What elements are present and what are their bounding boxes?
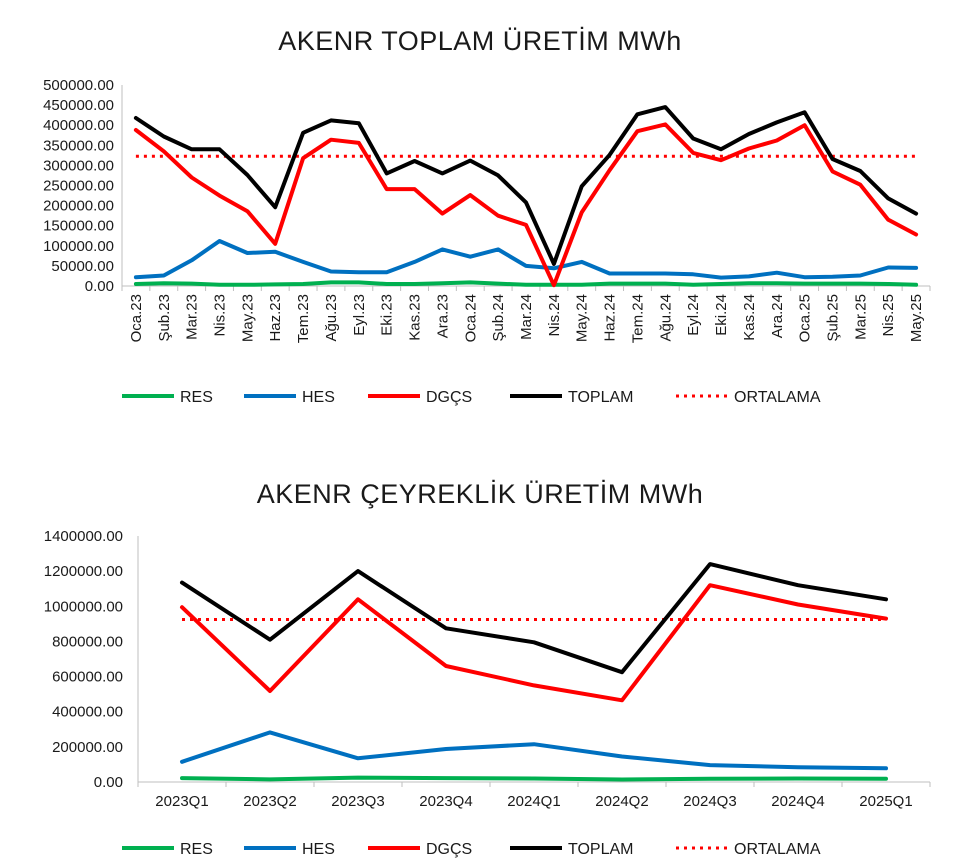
x-tick-label: Haz.23 (267, 294, 284, 342)
series-line-dgcs (180, 583, 888, 703)
x-tick-label: 2024Q1 (507, 793, 560, 810)
x-tick-label: Eyl.24 (685, 294, 702, 336)
x-tick-label: Kas.23 (407, 294, 424, 341)
series-line-res (180, 775, 888, 782)
series-line-hes (133, 239, 919, 280)
legend-label-ortalama: ORTALAMA (734, 389, 821, 406)
y-tick-label: 350000.00 (43, 137, 114, 154)
y-tick-label: 450000.00 (43, 97, 114, 114)
quarterly-production-chart: AKENR ÇEYREKLİK ÜRETİM MWh 0.00 200000.00… (0, 455, 960, 866)
x-tick-label: Oca.23 (128, 294, 145, 342)
y-tick-label: 100000.00 (43, 238, 114, 255)
x-tick-label: Eki.23 (379, 294, 396, 336)
x-tick-label: Haz.24 (602, 294, 619, 342)
x-tick-label: 2023Q4 (419, 793, 472, 810)
y-tick-label: 600000.00 (52, 669, 123, 686)
x-tick-label: 2024Q4 (771, 793, 824, 810)
y-tick-label: 300000.00 (43, 157, 114, 174)
x-tick-label: Tem.23 (295, 294, 312, 343)
y-tick-label: 400000.00 (43, 117, 114, 134)
x-tick-label: Şub.25 (824, 294, 841, 342)
legend-label-res: RES (180, 841, 213, 858)
y-tick-label: 500000.00 (43, 77, 114, 94)
series-line-toplam (133, 105, 919, 266)
y-tick-label: 250000.00 (43, 178, 114, 195)
x-tick-label: 2023Q1 (155, 793, 208, 810)
x-tick-label: Şub.23 (156, 294, 173, 342)
legend-label-toplam: TOPLAM (568, 389, 634, 406)
chart-title: AKENR TOPLAM ÜRETİM MWh (278, 26, 682, 56)
x-tick-label: Ara.24 (769, 294, 786, 338)
quarterly-line-plot: 0.00 200000.00 400000.00 600000.00 800000.00… (44, 528, 931, 858)
monthly-production-chart: AKENR TOPLAM ÜRETİM MWh 0.00 50000.00 1000… (0, 0, 960, 430)
legend-label-hes: HES (302, 841, 335, 858)
x-tick-label: 2024Q2 (595, 793, 648, 810)
legend-label-res: RES (180, 389, 213, 406)
x-tick-label: Şub.24 (490, 294, 507, 342)
x-tick-label: Oca.24 (462, 294, 479, 342)
legend-label-ortalama: ORTALAMA (734, 841, 821, 858)
x-tick-label: Oca.25 (797, 294, 814, 342)
legend: RES HES DGÇS TOPLAM ORTALAMA (122, 389, 821, 406)
x-tick-label: Mar.23 (184, 294, 201, 340)
y-tick-label: 200000.00 (52, 739, 123, 756)
x-tick-label: Eyl.23 (351, 294, 368, 336)
y-tick-label: 150000.00 (43, 218, 114, 235)
x-tick-label: Nis.23 (212, 294, 229, 337)
y-tick-label: 800000.00 (52, 633, 123, 650)
legend-label-dgcs: DGÇS (426, 841, 472, 858)
x-tick-label: May.23 (239, 294, 256, 342)
x-tick-label: Mar.25 (852, 294, 869, 340)
series-line-hes (180, 730, 888, 771)
y-tick-label: 400000.00 (52, 704, 123, 721)
x-tick-label: May.24 (574, 294, 591, 342)
y-tick-label: 200000.00 (43, 198, 114, 215)
x-tick-label: Ağu.24 (657, 294, 674, 342)
legend-label-dgcs: DGÇS (426, 389, 472, 406)
x-tick-label: Eki.24 (713, 294, 730, 336)
x-tick-label: Mar.24 (518, 294, 535, 340)
x-tick-label: 2023Q2 (243, 793, 296, 810)
y-tick-label: 1400000.00 (44, 528, 123, 545)
y-tick-label: 0.00 (94, 774, 123, 791)
y-tick-label: 1200000.00 (44, 563, 123, 580)
x-tick-label: Kas.24 (741, 294, 758, 341)
y-tick-label: 0.00 (85, 278, 114, 295)
x-tick-label: 2023Q3 (331, 793, 384, 810)
x-tick-label: Ara.23 (434, 294, 451, 338)
x-tick-label: Nis.25 (880, 294, 897, 337)
series-line-res (133, 280, 919, 287)
x-tick-label: 2025Q1 (859, 793, 912, 810)
series-line-toplam (180, 562, 888, 675)
series-line-dgcs (133, 122, 919, 288)
x-tick-label: 2024Q3 (683, 793, 736, 810)
chart-title: AKENR ÇEYREKLİK ÜRETİM MWh (256, 479, 704, 509)
legend-label-hes: HES (302, 389, 335, 406)
legend-label-toplam: TOPLAM (568, 841, 634, 858)
x-tick-label: May.25 (908, 294, 925, 342)
monthly-line-plot: 0.00 50000.00 100000.00 150000.00 200000.00 2… (43, 77, 931, 406)
legend: RES HES DGÇS TOPLAM ORTALAMA (122, 841, 821, 858)
x-tick-label: Tem.24 (629, 294, 646, 343)
x-tick-label: Nis.24 (546, 294, 563, 337)
x-tick-label: Ağu.23 (323, 294, 340, 342)
y-tick-label: 1000000.00 (44, 598, 123, 615)
y-tick-label: 50000.00 (51, 258, 114, 275)
